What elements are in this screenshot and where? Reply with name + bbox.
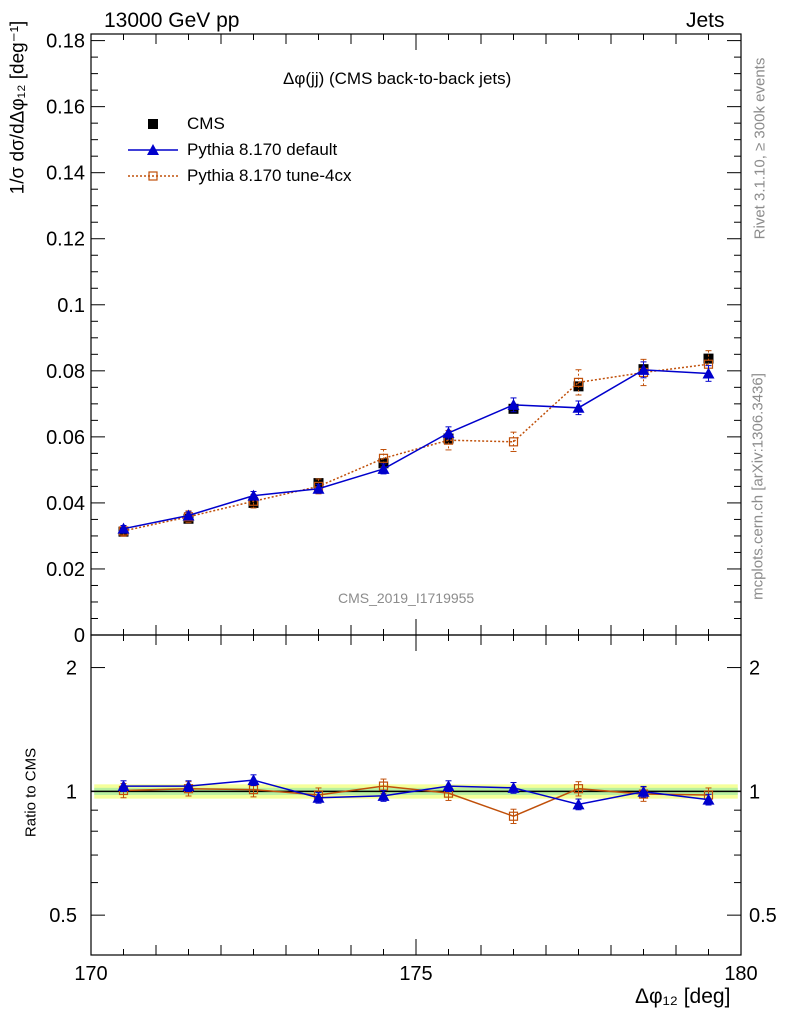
ratio-default-point [442,780,455,792]
ratio-y-tick-label-right: 2 [749,658,760,680]
ratio-default-point [377,789,390,801]
y-tick-label: 0.18 [46,31,85,53]
cms-point [703,353,714,364]
default-point [442,426,455,438]
ratio-default-point [507,781,520,793]
legend-default-marker [147,144,159,155]
y-axis-label-ratio: Ratio to CMS [22,747,40,838]
y-tick-label: 0.02 [46,559,85,581]
default-point [377,462,390,474]
legend-default-label: Pythia 8.170 default [187,140,338,159]
tune-4cx-point [378,453,389,463]
tune-4cx-line [123,363,709,532]
ratio-panel: 170 175 180 0.5 0.5 1 1 2 2 [49,634,777,985]
ratio-default-point [247,774,260,786]
ratio-default-point [702,793,715,805]
mcplots-side-label: mcplots.cern.ch [arXiv:1306.3436] [749,373,767,600]
header-left: 13000 GeV pp [104,9,240,32]
legend-cms-label: CMS [187,114,225,133]
y-tick-label: 0.04 [46,493,85,515]
x-tick-label: 175 [399,963,432,985]
default-point [182,509,195,521]
y-tick-label: 0.12 [46,229,85,251]
default-point [572,401,585,413]
y-tick-label: 0.08 [46,361,85,383]
ratio-default-point [182,780,195,792]
header-right: Jets [686,9,725,32]
x-tick-label: 170 [74,963,107,985]
y-tick-label: 0.1 [57,295,85,317]
default-point [637,363,650,375]
ratio-default-point [117,780,130,792]
ratio-default-line [123,779,709,806]
legend-cms-marker [148,119,158,129]
ratio-default-point [312,791,325,803]
default-point [117,522,130,534]
default-point [247,489,260,501]
default-point [507,398,520,410]
ratio-y-tick-label: 2 [66,658,77,680]
default-point [312,482,325,494]
ratio-y-tick-label: 0.5 [49,905,77,927]
legend-tune-marker [148,171,158,181]
ratio-default-point [637,785,650,797]
rivet-side-label: Rivet 3.1.10, ≥ 300k events [751,57,769,240]
ratio-tune-4cx-line [123,785,709,818]
ratio-y-tick-label-right: 1 [749,781,760,803]
y-tick-label: 0 [74,625,85,647]
plot-title: Δφ(jj) (CMS back-to-back jets) [283,69,512,88]
y-tick-label: 0.06 [46,427,85,449]
tune-4cx-point [508,437,519,447]
x-axis-label: Δφ₁₂ [deg] [635,985,731,1008]
ratio-default-point [572,798,585,810]
y-axis-label-main: 1/σ dσ/dΔφ₁₂ [deg⁻¹] [7,20,29,195]
watermark: CMS_2019_I1719955 [338,590,475,606]
default-line [123,369,709,530]
x-tick-label: 180 [724,963,757,985]
main-panel: 0 0.02 0.04 0.06 0.08 0.1 0.12 0.14 0.16 0.18 [46,31,742,647]
default-point [702,367,715,379]
y-tick-label: 0.14 [46,163,85,185]
y-tick-label: 0.16 [46,97,85,119]
ratio-tune-4cx-point [573,784,584,794]
legend-tune-label: Pythia 8.170 tune-4cx [187,166,352,185]
tune-4cx-point [573,377,584,387]
ratio-tune-4cx-point [508,811,519,821]
ratio-y-tick-label-right: 0.5 [749,905,777,927]
ratio-y-tick-label: 1 [66,781,77,803]
